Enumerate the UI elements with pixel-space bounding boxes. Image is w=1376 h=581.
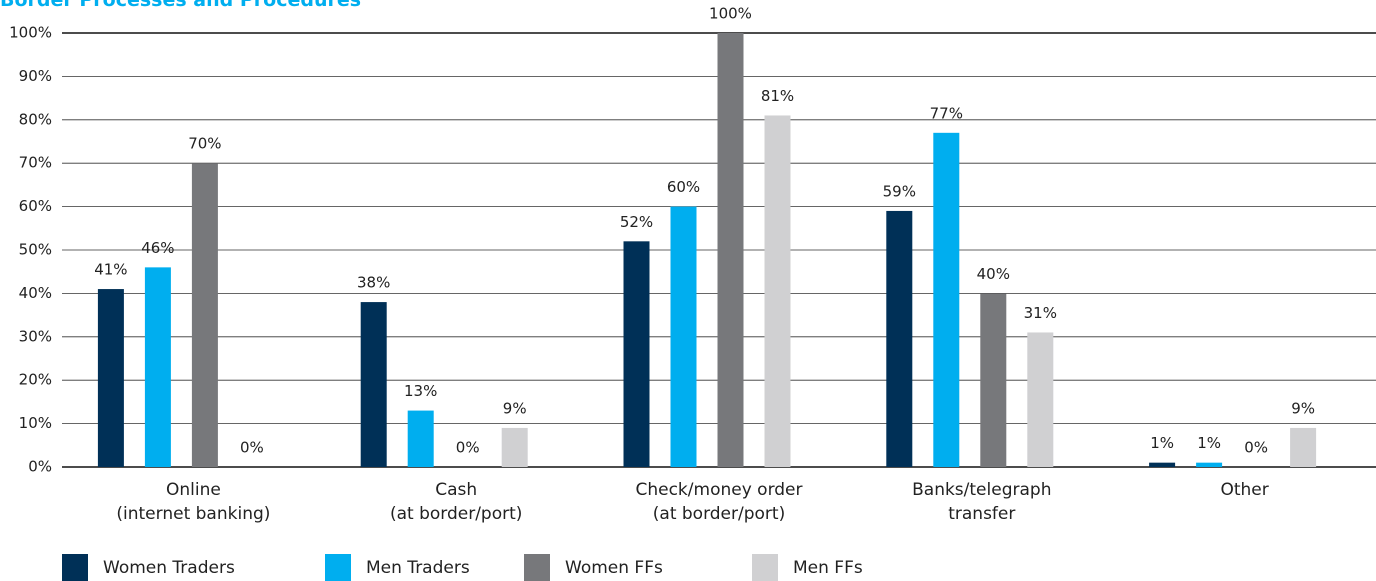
legend-swatch (752, 554, 778, 581)
data-label: 1% (1150, 434, 1174, 452)
y-tick-label: 20% (19, 371, 52, 389)
y-tick-label: 90% (19, 67, 52, 85)
bar (980, 293, 1007, 467)
data-label: 41% (94, 261, 127, 279)
data-label: 31% (1024, 304, 1057, 322)
bar (623, 241, 650, 467)
data-label: 77% (930, 104, 963, 122)
data-label: 100% (709, 5, 752, 23)
x-tick-label: Cash (at border/port) (390, 480, 522, 524)
bar (97, 289, 124, 467)
bar (886, 210, 913, 467)
data-label: 70% (188, 135, 221, 153)
data-label: 9% (1291, 399, 1315, 417)
legend-label: Women Traders (103, 558, 235, 578)
y-tick-label: 0% (28, 458, 52, 476)
legend-label: Men Traders (366, 558, 470, 578)
y-tick-label: 40% (19, 284, 52, 302)
data-label: 46% (141, 239, 174, 257)
data-label: 38% (357, 274, 390, 292)
data-label: 13% (404, 382, 437, 400)
data-label: 81% (761, 87, 794, 105)
bar (501, 427, 528, 467)
bar (144, 267, 171, 467)
y-tick-label: 30% (19, 327, 52, 345)
legend-label: Men FFs (793, 558, 863, 578)
legend-label: Women FFs (565, 558, 663, 578)
data-label: 59% (883, 182, 916, 200)
bar (360, 302, 387, 467)
data-label: 9% (503, 399, 527, 417)
bar (717, 33, 744, 467)
x-tick-label: Online (internet banking) (116, 480, 270, 524)
data-label: 0% (1244, 439, 1268, 457)
x-tick-label: Other (1220, 480, 1268, 500)
chart-title: Border Processes and Procedures (0, 0, 361, 11)
y-tick-label: 100% (9, 24, 52, 42)
data-label: 60% (667, 178, 700, 196)
data-label: 40% (977, 265, 1010, 283)
bar (1290, 427, 1317, 467)
bar (191, 163, 218, 467)
bar (1149, 462, 1176, 467)
x-tick-label: Banks/telegraph transfer (912, 480, 1051, 524)
bar (670, 206, 697, 467)
x-tick-label: Check/money order (at border/port) (635, 480, 802, 524)
y-tick-label: 60% (19, 197, 52, 215)
data-label: 0% (456, 439, 480, 457)
data-label: 0% (240, 439, 264, 457)
data-label: 1% (1197, 434, 1221, 452)
bar (407, 410, 434, 467)
bar (1027, 332, 1054, 467)
y-tick-label: 50% (19, 241, 52, 259)
bar (933, 132, 960, 467)
y-tick-label: 80% (19, 110, 52, 128)
bar (1196, 462, 1223, 467)
legend-swatch (524, 554, 550, 581)
legend-swatch (62, 554, 88, 581)
data-label: 52% (620, 213, 653, 231)
bar (764, 115, 791, 468)
y-tick-label: 70% (19, 154, 52, 172)
legend-swatch (325, 554, 351, 581)
y-tick-label: 10% (19, 414, 52, 432)
